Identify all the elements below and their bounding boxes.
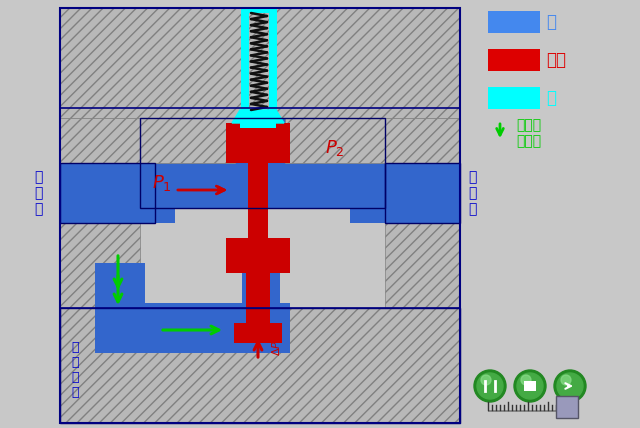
Bar bbox=[385, 163, 460, 223]
Circle shape bbox=[557, 373, 583, 399]
Bar bbox=[285, 118, 385, 163]
Bar bbox=[140, 118, 385, 208]
Bar bbox=[60, 163, 155, 223]
Circle shape bbox=[561, 375, 571, 385]
Bar bbox=[140, 163, 385, 208]
Text: 进
油
口: 进 油 口 bbox=[34, 170, 42, 216]
Text: 出
油
口: 出 油 口 bbox=[468, 170, 476, 216]
Bar bbox=[385, 163, 460, 223]
Circle shape bbox=[554, 370, 586, 402]
Polygon shape bbox=[232, 110, 284, 123]
Circle shape bbox=[521, 375, 531, 385]
Text: 液体流
动方向: 液体流 动方向 bbox=[516, 118, 541, 148]
Text: $\Delta P$: $\Delta P$ bbox=[270, 340, 282, 356]
Bar bbox=[242, 263, 280, 353]
Bar bbox=[488, 410, 576, 412]
Bar bbox=[60, 118, 140, 308]
Circle shape bbox=[481, 375, 491, 385]
Bar bbox=[556, 396, 578, 418]
Circle shape bbox=[474, 370, 506, 402]
Bar bbox=[234, 323, 282, 343]
Text: $P_2$: $P_2$ bbox=[325, 138, 344, 158]
Bar bbox=[488, 87, 540, 109]
Bar bbox=[95, 263, 145, 308]
Bar bbox=[60, 163, 155, 223]
Bar bbox=[246, 270, 270, 328]
Bar bbox=[60, 8, 460, 118]
Text: 油: 油 bbox=[546, 13, 556, 31]
Bar bbox=[140, 118, 175, 223]
Bar bbox=[241, 8, 277, 13]
Circle shape bbox=[517, 373, 543, 399]
Text: 控
制
油
路: 控 制 油 路 bbox=[71, 341, 79, 399]
Bar bbox=[488, 11, 540, 33]
Bar bbox=[60, 108, 460, 308]
Bar bbox=[226, 238, 290, 273]
Bar bbox=[60, 308, 460, 423]
Text: 阀: 阀 bbox=[546, 89, 556, 107]
Bar bbox=[350, 133, 385, 163]
Circle shape bbox=[477, 373, 503, 399]
Bar bbox=[248, 118, 272, 163]
Bar bbox=[269, 8, 277, 118]
Bar bbox=[350, 133, 385, 223]
Bar bbox=[488, 49, 540, 71]
Bar bbox=[140, 118, 385, 163]
Bar bbox=[226, 123, 290, 163]
Bar bbox=[241, 8, 249, 118]
Text: 活塞: 活塞 bbox=[546, 51, 566, 69]
Bar bbox=[240, 110, 276, 128]
Bar bbox=[60, 8, 460, 423]
Bar bbox=[385, 118, 460, 308]
Bar bbox=[95, 303, 290, 353]
Bar bbox=[524, 381, 536, 391]
Text: $P_1$: $P_1$ bbox=[152, 173, 172, 193]
Bar bbox=[248, 123, 268, 273]
Bar bbox=[140, 118, 235, 163]
Circle shape bbox=[514, 370, 546, 402]
Bar bbox=[60, 308, 460, 423]
